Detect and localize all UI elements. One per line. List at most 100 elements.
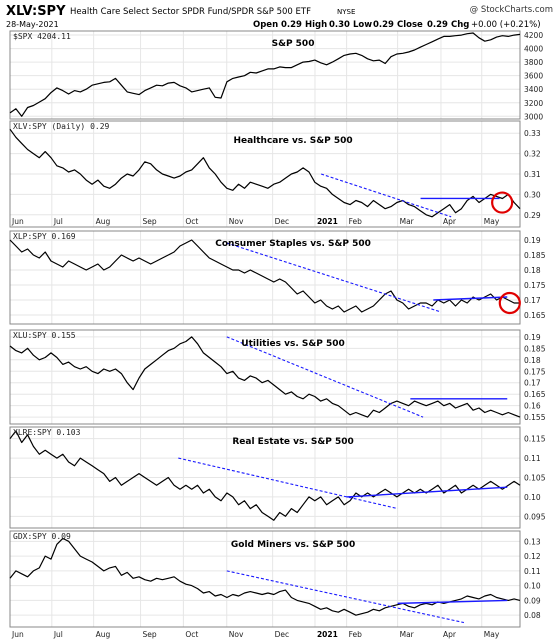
y-tick-label: 0.175: [524, 281, 546, 290]
header-date: 28-May-2021: [6, 20, 59, 29]
y-tick-label: 0.155: [524, 413, 546, 422]
x-tick-label: Jun: [11, 217, 24, 226]
x-axis-label: Apr: [443, 630, 457, 639]
panel-frame: [9, 329, 521, 425]
dashed-trendline: [226, 336, 424, 418]
chart-header: XLV:SPY Health Care Select Sector SPDR F…: [6, 4, 553, 30]
header-description: Health Care Select Sector SPDR Fund/SPDR…: [70, 7, 311, 17]
highlight-circle: [491, 191, 514, 214]
y-tick-label: 4000: [524, 45, 543, 54]
y-tick-label: 3400: [524, 85, 543, 94]
y-tick-label: 0.30: [524, 190, 541, 199]
x-axis-label: Mar: [400, 630, 415, 639]
x-tick-label: May: [484, 217, 500, 226]
x-axis-label: Oct: [185, 630, 198, 639]
panel-frame: [9, 120, 521, 228]
panel-title: Real Estate vs. S&P 500: [232, 437, 353, 447]
header-exchange: NYSE: [337, 8, 355, 16]
panel-5: 0.095 0.10 0.105 0.11 0.115 XLRE:SPY 0.103 Rea…: [9, 426, 546, 529]
dashed-trendline: [226, 570, 465, 624]
y-tick-label: 3800: [524, 58, 543, 67]
y-tick-label: 0.17: [524, 296, 541, 305]
panel-frame: [9, 230, 521, 325]
x-axis-label: Jun: [11, 630, 24, 639]
y-tick-label: 0.17: [524, 379, 541, 388]
low-label: Low: [353, 20, 372, 30]
panel-3: 0.165 0.17 0.175 0.18 0.185 0.19 XLP:SPY 0.169…: [9, 230, 546, 325]
x-tick-label: Nov: [229, 217, 244, 226]
panel-4: 0.155 0.16 0.165 0.17 0.175 0.18 0.185 0.19 XLU:…: [9, 329, 546, 425]
x-tick-label: Dec: [275, 217, 290, 226]
panel-label: XLRE:SPY 0.103: [13, 428, 81, 437]
x-tick-label: Aug: [96, 217, 111, 226]
high-value: 0.30: [329, 20, 350, 30]
dashed-trendline: [226, 242, 442, 313]
x-tick-label: 2021: [317, 217, 338, 226]
y-tick-label: 0.11: [524, 567, 541, 576]
y-tick-label: 3600: [524, 72, 543, 81]
y-tick-label: 0.165: [524, 390, 546, 399]
series-line: [9, 32, 521, 117]
y-tick-label: 0.12: [524, 552, 541, 561]
brand-text: @ StockCharts.com: [470, 5, 553, 15]
panel-1: 3000 3200 3400 3600 3800 4000 4200 $SPX 4204.11…: [9, 30, 543, 121]
panel-frame: [9, 30, 521, 120]
series-line: [9, 537, 521, 616]
x-axis: Jun Jul Aug Sep Oct Nov Dec 2021 Feb Mar Apr May: [11, 630, 500, 639]
x-axis-label: Dec: [275, 630, 290, 639]
y-tick-label: 0.185: [524, 344, 546, 353]
panel-frame: [9, 530, 521, 628]
series-line: [9, 336, 521, 418]
x-axis-label: Nov: [229, 630, 244, 639]
header-symbol: XLV:SPY: [6, 4, 66, 19]
chart-panels: 3000 3200 3400 3600 3800 4000 4200 $SPX 4204.11…: [9, 30, 546, 628]
y-tick-label: 0.29: [524, 211, 541, 220]
x-axis-label: Jul: [53, 630, 63, 639]
panel-title: Healthcare vs. S&P 500: [233, 136, 352, 146]
y-tick-label: 0.19: [524, 333, 541, 342]
y-tick-label: 0.09: [524, 596, 541, 605]
dashed-trendline: [320, 173, 452, 218]
y-tick-label: 0.105: [524, 474, 546, 483]
solid-trendline: [433, 296, 508, 301]
x-axis-label: Feb: [349, 630, 363, 639]
y-tick-label: 0.08: [524, 611, 541, 620]
highlight-circle: [498, 291, 521, 315]
panel-label: GDX:SPY 0.09: [13, 532, 71, 541]
panel-label: $SPX 4204.11: [13, 32, 71, 41]
low-value: 0.29: [373, 20, 394, 30]
open-value: 0.29: [281, 20, 302, 30]
y-tick-label: 0.33: [524, 129, 541, 138]
panel-frame: [9, 426, 521, 529]
high-label: High: [305, 20, 327, 30]
x-axis-label: May: [484, 630, 500, 639]
y-tick-label: 3000: [524, 112, 543, 121]
y-tick-label: 0.10: [524, 493, 541, 502]
panel-label: XLU:SPY 0.155: [13, 331, 76, 340]
x-tick-label: Apr: [443, 217, 457, 226]
close-value: 0.29: [427, 20, 448, 30]
x-axis-label: 2021: [317, 630, 338, 639]
y-tick-label: 4200: [524, 31, 543, 40]
y-tick-label: 0.18: [524, 266, 541, 275]
y-tick-label: 0.32: [524, 150, 541, 159]
panel-title: Gold Miners vs. S&P 500: [231, 540, 355, 550]
close-label: Close: [397, 20, 423, 30]
panel-title: S&P 500: [272, 39, 315, 49]
y-tick-label: 0.11: [524, 454, 541, 463]
y-tick-label: 0.115: [524, 435, 546, 444]
y-tick-label: 0.13: [524, 537, 541, 546]
panel-label: XLV:SPY (Daily) 0.29: [13, 122, 110, 131]
x-tick-label: Sep: [143, 217, 157, 226]
panel-title: Consumer Staples vs. S&P 500: [215, 239, 371, 249]
chg-label: Chg: [451, 20, 469, 30]
chg-value: +0.00 (+0.21%): [471, 20, 541, 30]
panel-2: 0.29 0.30 0.31 0.32 0.33 XLV:SPY (Daily) 0.29…: [9, 120, 541, 228]
y-tick-label: 0.19: [524, 236, 541, 245]
y-tick-label: 0.095: [524, 512, 546, 521]
y-tick-label: 0.165: [524, 311, 546, 320]
x-axis-label: Aug: [96, 630, 111, 639]
dashed-trendline: [178, 457, 398, 510]
panel-title: Utilities vs. S&P 500: [241, 339, 344, 349]
